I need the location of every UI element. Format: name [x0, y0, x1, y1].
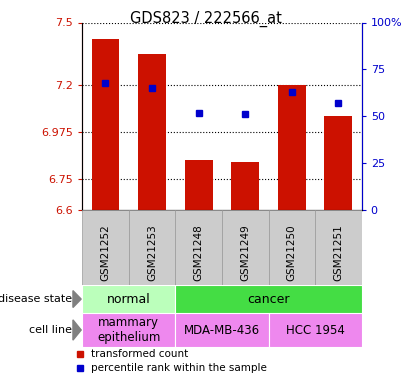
Text: GSM21253: GSM21253 [147, 225, 157, 281]
Text: normal: normal [107, 292, 151, 306]
Text: cancer: cancer [247, 292, 290, 306]
Text: GDS823 / 222566_at: GDS823 / 222566_at [129, 11, 282, 27]
Text: GSM21249: GSM21249 [240, 225, 250, 281]
Bar [185, 160, 212, 210]
Bar [278, 85, 306, 210]
Bar [324, 116, 352, 210]
Bar [82, 210, 129, 285]
Bar [82, 285, 175, 313]
Text: GSM21252: GSM21252 [101, 225, 111, 281]
Text: GSM21250: GSM21250 [287, 225, 297, 281]
Polygon shape [73, 291, 81, 308]
Bar [138, 54, 166, 210]
Bar [175, 285, 362, 313]
Polygon shape [73, 320, 81, 340]
Bar [222, 210, 268, 285]
Text: percentile rank within the sample: percentile rank within the sample [91, 363, 267, 373]
Text: HCC 1954: HCC 1954 [286, 324, 344, 336]
Text: GSM21251: GSM21251 [333, 225, 343, 281]
Text: MDA-MB-436: MDA-MB-436 [184, 324, 260, 336]
Bar [231, 162, 259, 210]
Text: cell line: cell line [29, 325, 72, 335]
Bar [82, 313, 175, 347]
Text: transformed count: transformed count [91, 349, 189, 359]
Text: disease state: disease state [0, 294, 72, 304]
Bar [129, 210, 175, 285]
Bar [268, 313, 362, 347]
Text: GSM21248: GSM21248 [194, 225, 203, 281]
Bar [268, 210, 315, 285]
Bar [175, 313, 268, 347]
Bar [315, 210, 362, 285]
Bar [175, 210, 222, 285]
Bar [92, 39, 120, 210]
Text: mammary
epithelium: mammary epithelium [97, 316, 160, 344]
